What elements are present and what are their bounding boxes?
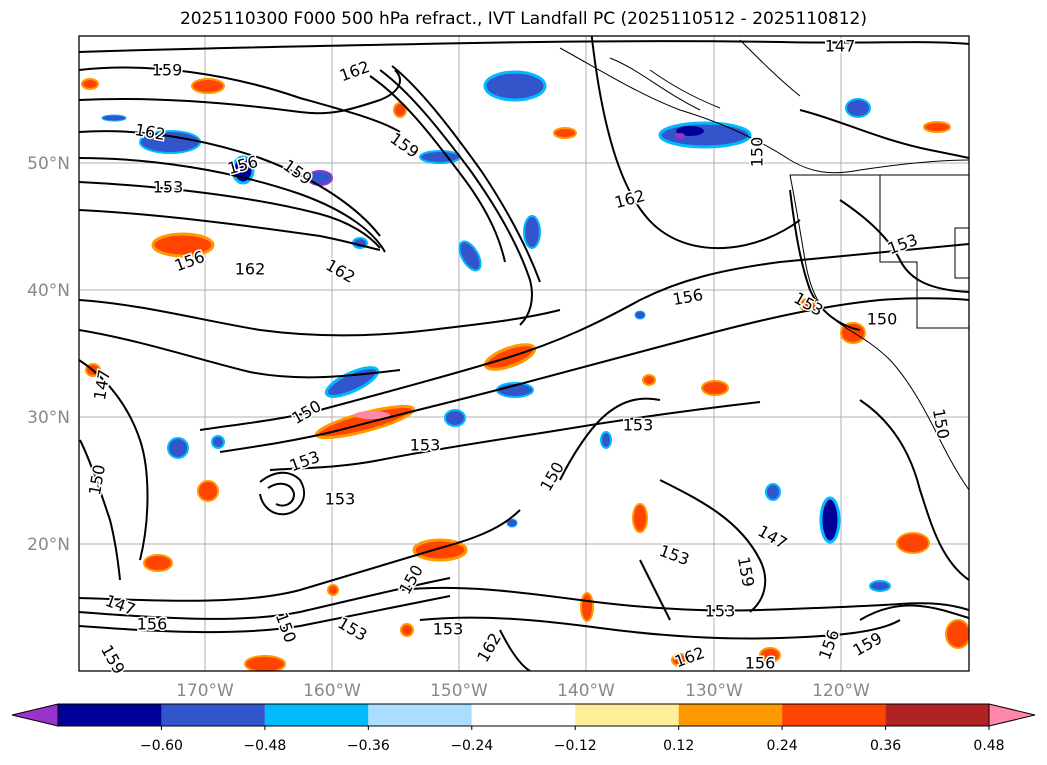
colorbar-swatch	[368, 704, 472, 726]
lon-label-120w: 120°W	[812, 681, 870, 701]
contour-label: 150	[929, 407, 953, 440]
refractivity-contours	[79, 36, 969, 671]
contour-label: 150	[867, 310, 898, 329]
lat-label-20n: 20°N	[27, 535, 70, 555]
contour-label: 153	[153, 178, 184, 197]
lon-label-150w: 150°W	[430, 681, 488, 701]
colorbar-tick-label: 0.24	[767, 738, 798, 754]
lon-label-130w: 130°W	[685, 681, 743, 701]
contour-label: 153	[433, 620, 464, 639]
contour-label: 159	[152, 61, 183, 80]
contour-label: 153	[705, 602, 736, 621]
colorbar-tick-label: −0.48	[243, 738, 286, 754]
colorbar-swatch	[58, 704, 162, 726]
colorbar-swatch	[575, 704, 679, 726]
contour-label: 156	[745, 654, 776, 673]
contour-label: 147	[825, 37, 856, 56]
colorbar-tick-label: −0.24	[450, 738, 493, 754]
contour-label: 156	[137, 615, 168, 634]
colorbar-swatch	[264, 704, 369, 726]
colorbar: −0.60 −0.48 −0.36 −0.24 −0.12 0.12 0.24 0.36 0.4…	[11, 703, 1036, 754]
latitude-axis-labels: 50°N 40°N 30°N 20°N	[27, 154, 70, 555]
colorbar-swatch	[471, 704, 576, 726]
colorbar-extend-low	[11, 703, 59, 727]
plot-frame	[78, 35, 970, 672]
lon-label-170w: 170°W	[176, 681, 234, 701]
map-title: 2025110300 F000 500 hPa refract., IVT La…	[179, 9, 867, 29]
colorbar-outline	[57, 703, 990, 727]
lat-label-40n: 40°N	[27, 281, 70, 301]
colorbar-swatch	[161, 704, 265, 726]
contour-label: 153	[410, 436, 441, 455]
contour-label: 153	[325, 490, 356, 509]
contour-label: 150	[748, 137, 767, 168]
lon-label-160w: 160°W	[303, 681, 361, 701]
contour-label: 153	[623, 416, 654, 435]
colorbar-tick-label: 0.12	[663, 738, 694, 754]
lat-label-50n: 50°N	[27, 154, 70, 174]
colorbar-extend-high	[988, 703, 1036, 727]
longitude-axis-labels: 170°W 160°W 150°W 140°W 130°W 120°W	[176, 681, 870, 701]
colorbar-swatch	[885, 704, 989, 726]
lon-label-140w: 140°W	[557, 681, 615, 701]
contour-label: 162	[235, 260, 266, 279]
colorbar-tick-label: 0.48	[973, 738, 1004, 754]
colorbar-tick-label: −0.60	[140, 738, 183, 754]
coastline	[559, 39, 969, 491]
colorbar-tick-label: −0.36	[347, 738, 390, 754]
colorbar-swatch	[782, 704, 886, 726]
colorbar-tick-label: −0.12	[554, 738, 597, 754]
colorbar-tick-label: 0.36	[870, 738, 901, 754]
colorbar-swatch	[678, 704, 783, 726]
lat-label-30n: 30°N	[27, 408, 70, 428]
